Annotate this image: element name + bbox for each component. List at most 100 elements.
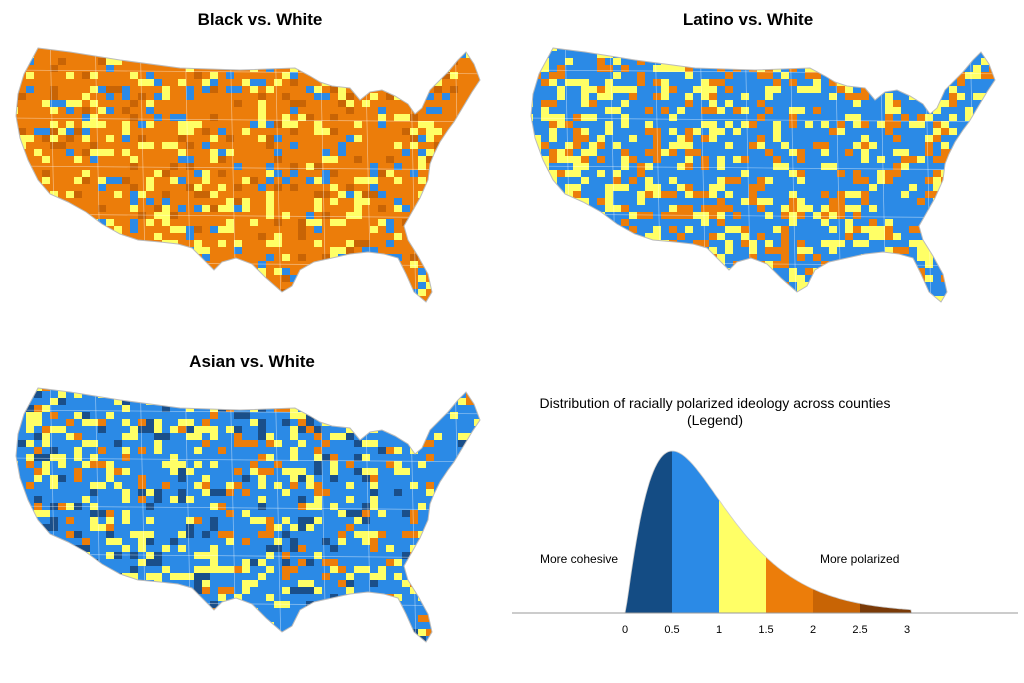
county-tile — [122, 608, 130, 615]
county-tile — [202, 30, 210, 37]
county-tile — [426, 170, 434, 177]
county-tile — [901, 149, 909, 156]
county-tile — [893, 261, 901, 268]
county-tile — [885, 114, 893, 121]
county-tile — [1005, 100, 1013, 107]
county-tile — [434, 303, 442, 310]
county-tile — [997, 247, 1005, 254]
county-tile — [178, 419, 186, 426]
county-tile — [498, 170, 500, 177]
county-tile — [709, 128, 717, 135]
county-tile — [234, 177, 242, 184]
county-tile — [442, 468, 450, 475]
county-tile — [378, 72, 386, 79]
county-tile — [386, 545, 394, 552]
county-tile — [701, 107, 709, 114]
county-tile — [226, 468, 234, 475]
county-tile — [106, 370, 114, 377]
county-tile — [138, 426, 146, 433]
county-tile — [925, 275, 933, 282]
county-tile — [418, 48, 426, 51]
county-tile — [122, 622, 130, 629]
county-tile — [338, 268, 346, 275]
county-tile — [605, 205, 613, 212]
county-tile — [490, 580, 498, 587]
county-tile — [450, 636, 458, 642]
county-tile — [701, 135, 709, 142]
county-tile — [122, 643, 130, 650]
county-tile — [621, 100, 629, 107]
county-tile — [362, 296, 370, 302]
county-tile — [266, 629, 274, 636]
county-tile — [18, 156, 26, 163]
county-tile — [442, 517, 450, 524]
county-tile — [733, 48, 741, 51]
county-tile — [482, 184, 490, 191]
county-tile — [541, 114, 549, 121]
county-tile — [821, 48, 829, 51]
county-tile — [845, 191, 853, 198]
county-tile — [314, 163, 322, 170]
county-tile — [202, 388, 210, 391]
county-tile — [829, 170, 837, 177]
county-tile — [418, 282, 426, 289]
county-tile — [106, 475, 114, 482]
county-tile — [541, 226, 549, 233]
county-tile — [194, 37, 202, 44]
county-tile — [885, 219, 893, 226]
county-tile — [290, 559, 298, 566]
county-tile — [1005, 191, 1013, 198]
county-tile — [242, 517, 250, 524]
county-tile — [853, 205, 861, 212]
county-tile — [498, 580, 500, 587]
county-tile — [74, 531, 82, 538]
county-tile — [194, 163, 202, 170]
county-tile — [949, 93, 957, 100]
county-tile — [50, 100, 58, 107]
county-tile — [474, 275, 480, 282]
county-tile — [378, 405, 386, 412]
county-tile — [26, 212, 34, 219]
county-tile — [322, 303, 330, 310]
county-tile — [949, 30, 957, 37]
county-tile — [482, 72, 490, 79]
county-tile — [146, 608, 154, 615]
county-tile — [90, 149, 98, 156]
county-tile — [541, 107, 549, 114]
county-tile — [186, 282, 194, 289]
county-tile — [709, 107, 717, 114]
county-tile — [717, 254, 725, 261]
county-tile — [989, 275, 995, 282]
county-tile — [154, 412, 162, 419]
county-tile — [829, 128, 837, 135]
county-tile — [589, 261, 597, 268]
county-tile — [410, 370, 418, 377]
county-tile — [1005, 233, 1013, 240]
county-tile — [16, 198, 18, 205]
county-tile — [178, 524, 186, 531]
county-tile — [885, 107, 893, 114]
county-tile — [226, 93, 234, 100]
county-tile — [42, 601, 50, 608]
county-tile — [925, 135, 933, 142]
county-tile — [426, 121, 434, 128]
county-tile — [322, 233, 330, 240]
county-tile — [717, 51, 725, 58]
county-tile — [531, 226, 533, 233]
county-tile — [450, 531, 458, 538]
county-tile — [322, 566, 330, 573]
county-tile — [162, 566, 170, 573]
county-tile — [330, 79, 338, 86]
county-tile — [298, 636, 306, 642]
county-tile — [370, 419, 378, 426]
county-tile — [661, 114, 669, 121]
county-tile — [490, 51, 498, 58]
county-tile — [394, 489, 402, 496]
county-tile — [466, 58, 474, 65]
county-tile — [757, 233, 765, 240]
county-tile — [130, 135, 138, 142]
county-tile — [466, 254, 474, 261]
county-tile — [741, 156, 749, 163]
county-tile — [66, 107, 74, 114]
county-tile — [250, 405, 258, 412]
